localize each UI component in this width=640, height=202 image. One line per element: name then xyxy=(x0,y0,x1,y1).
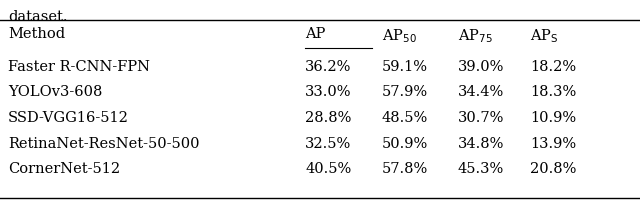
Text: AP$_\mathrm{S}$: AP$_\mathrm{S}$ xyxy=(530,27,559,44)
Text: 50.9%: 50.9% xyxy=(382,136,428,150)
Text: CornerNet-512: CornerNet-512 xyxy=(8,161,120,175)
Text: dataset.: dataset. xyxy=(8,10,67,24)
Text: 36.2%: 36.2% xyxy=(305,60,351,74)
Text: 48.5%: 48.5% xyxy=(382,110,428,124)
Text: 28.8%: 28.8% xyxy=(305,110,351,124)
Text: 39.0%: 39.0% xyxy=(458,60,504,74)
Text: 10.9%: 10.9% xyxy=(530,110,576,124)
Text: RetinaNet-ResNet-50-500: RetinaNet-ResNet-50-500 xyxy=(8,136,200,150)
Text: Faster R-CNN-FPN: Faster R-CNN-FPN xyxy=(8,60,150,74)
Text: 30.7%: 30.7% xyxy=(458,110,504,124)
Text: 45.3%: 45.3% xyxy=(458,161,504,175)
Text: AP$_{50}$: AP$_{50}$ xyxy=(382,27,417,44)
Text: 59.1%: 59.1% xyxy=(382,60,428,74)
Text: 32.5%: 32.5% xyxy=(305,136,351,150)
Text: 40.5%: 40.5% xyxy=(305,161,351,175)
Text: 34.4%: 34.4% xyxy=(458,85,504,99)
Text: 57.8%: 57.8% xyxy=(382,161,428,175)
Text: 13.9%: 13.9% xyxy=(530,136,576,150)
Text: 34.8%: 34.8% xyxy=(458,136,504,150)
Text: 33.0%: 33.0% xyxy=(305,85,351,99)
Text: 20.8%: 20.8% xyxy=(530,161,577,175)
Text: 57.9%: 57.9% xyxy=(382,85,428,99)
Text: AP: AP xyxy=(305,27,325,41)
Text: YOLOv3-608: YOLOv3-608 xyxy=(8,85,102,99)
Text: 18.3%: 18.3% xyxy=(530,85,576,99)
Text: AP$_{75}$: AP$_{75}$ xyxy=(458,27,493,44)
Text: Method: Method xyxy=(8,27,65,41)
Text: 18.2%: 18.2% xyxy=(530,60,576,74)
Text: SSD-VGG16-512: SSD-VGG16-512 xyxy=(8,110,129,124)
